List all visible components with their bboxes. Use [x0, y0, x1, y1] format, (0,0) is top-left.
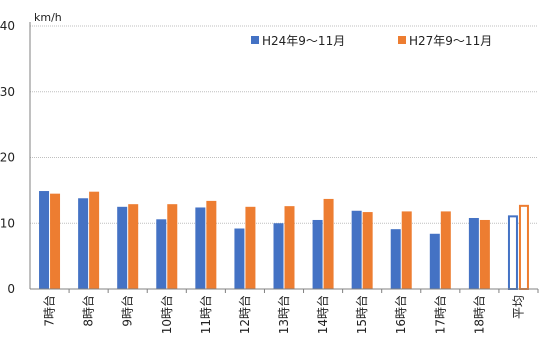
bar [390, 229, 401, 289]
bar [284, 206, 295, 289]
bar [156, 219, 167, 289]
y-axis: 0 10 20 30 40 [0, 19, 31, 296]
legend-label: H24年9〜11月 [262, 34, 345, 48]
bar [167, 204, 178, 289]
bar [401, 211, 412, 289]
legend-swatch [398, 36, 406, 44]
x-tick-label: 9時台 [120, 295, 135, 327]
legend: H24年9〜11月 H27年9〜11月 [251, 34, 492, 48]
x-tick-label: 10時台 [159, 295, 174, 334]
bar [117, 206, 128, 289]
x-tick-label: 8時台 [81, 295, 96, 327]
legend-swatch [251, 36, 259, 44]
bar [362, 212, 373, 289]
x-tick-label: 平均 [511, 295, 525, 319]
bar [429, 233, 440, 289]
y-tick-label: 30 [0, 85, 15, 99]
bar [351, 210, 362, 289]
bar [234, 228, 245, 289]
y-tick-label: 40 [0, 19, 15, 33]
bar [206, 200, 217, 289]
bar [50, 193, 61, 289]
bar [440, 211, 451, 289]
gridlines [30, 25, 538, 224]
bars [39, 191, 529, 290]
y-tick-label: 10 [0, 216, 15, 230]
y-tick-label: 0 [7, 282, 15, 296]
x-tick-label: 7時台 [42, 295, 57, 327]
x-tick-label: 15時台 [354, 295, 369, 334]
y-tick-label: 20 [0, 151, 15, 165]
x-tick-label: 11時台 [198, 295, 213, 334]
bar [89, 191, 100, 289]
bar [507, 215, 518, 290]
x-tick-label: 18時台 [471, 295, 486, 334]
bar [128, 204, 139, 289]
bar [323, 198, 334, 289]
bar [39, 191, 50, 289]
bar [78, 198, 89, 289]
x-tick-label: 16時台 [393, 295, 408, 334]
x-tick-label: 12時台 [237, 295, 252, 334]
bar [479, 219, 490, 289]
bar [518, 204, 529, 290]
legend-label: H27年9〜11月 [409, 34, 492, 48]
x-tick-label: 13時台 [276, 295, 291, 334]
bar [312, 219, 323, 289]
bar [273, 223, 284, 289]
x-axis: 7時台 8時台 9時台 10時台 11時台 12時台 13時台 14時台 15時台 16時台 17時… [30, 288, 539, 334]
x-tick-label: 14時台 [315, 295, 330, 334]
bar [245, 206, 256, 289]
bar [468, 217, 479, 289]
y-unit-label: km/h [34, 11, 62, 24]
x-tick-label: 17時台 [432, 295, 447, 334]
bar [195, 207, 206, 289]
